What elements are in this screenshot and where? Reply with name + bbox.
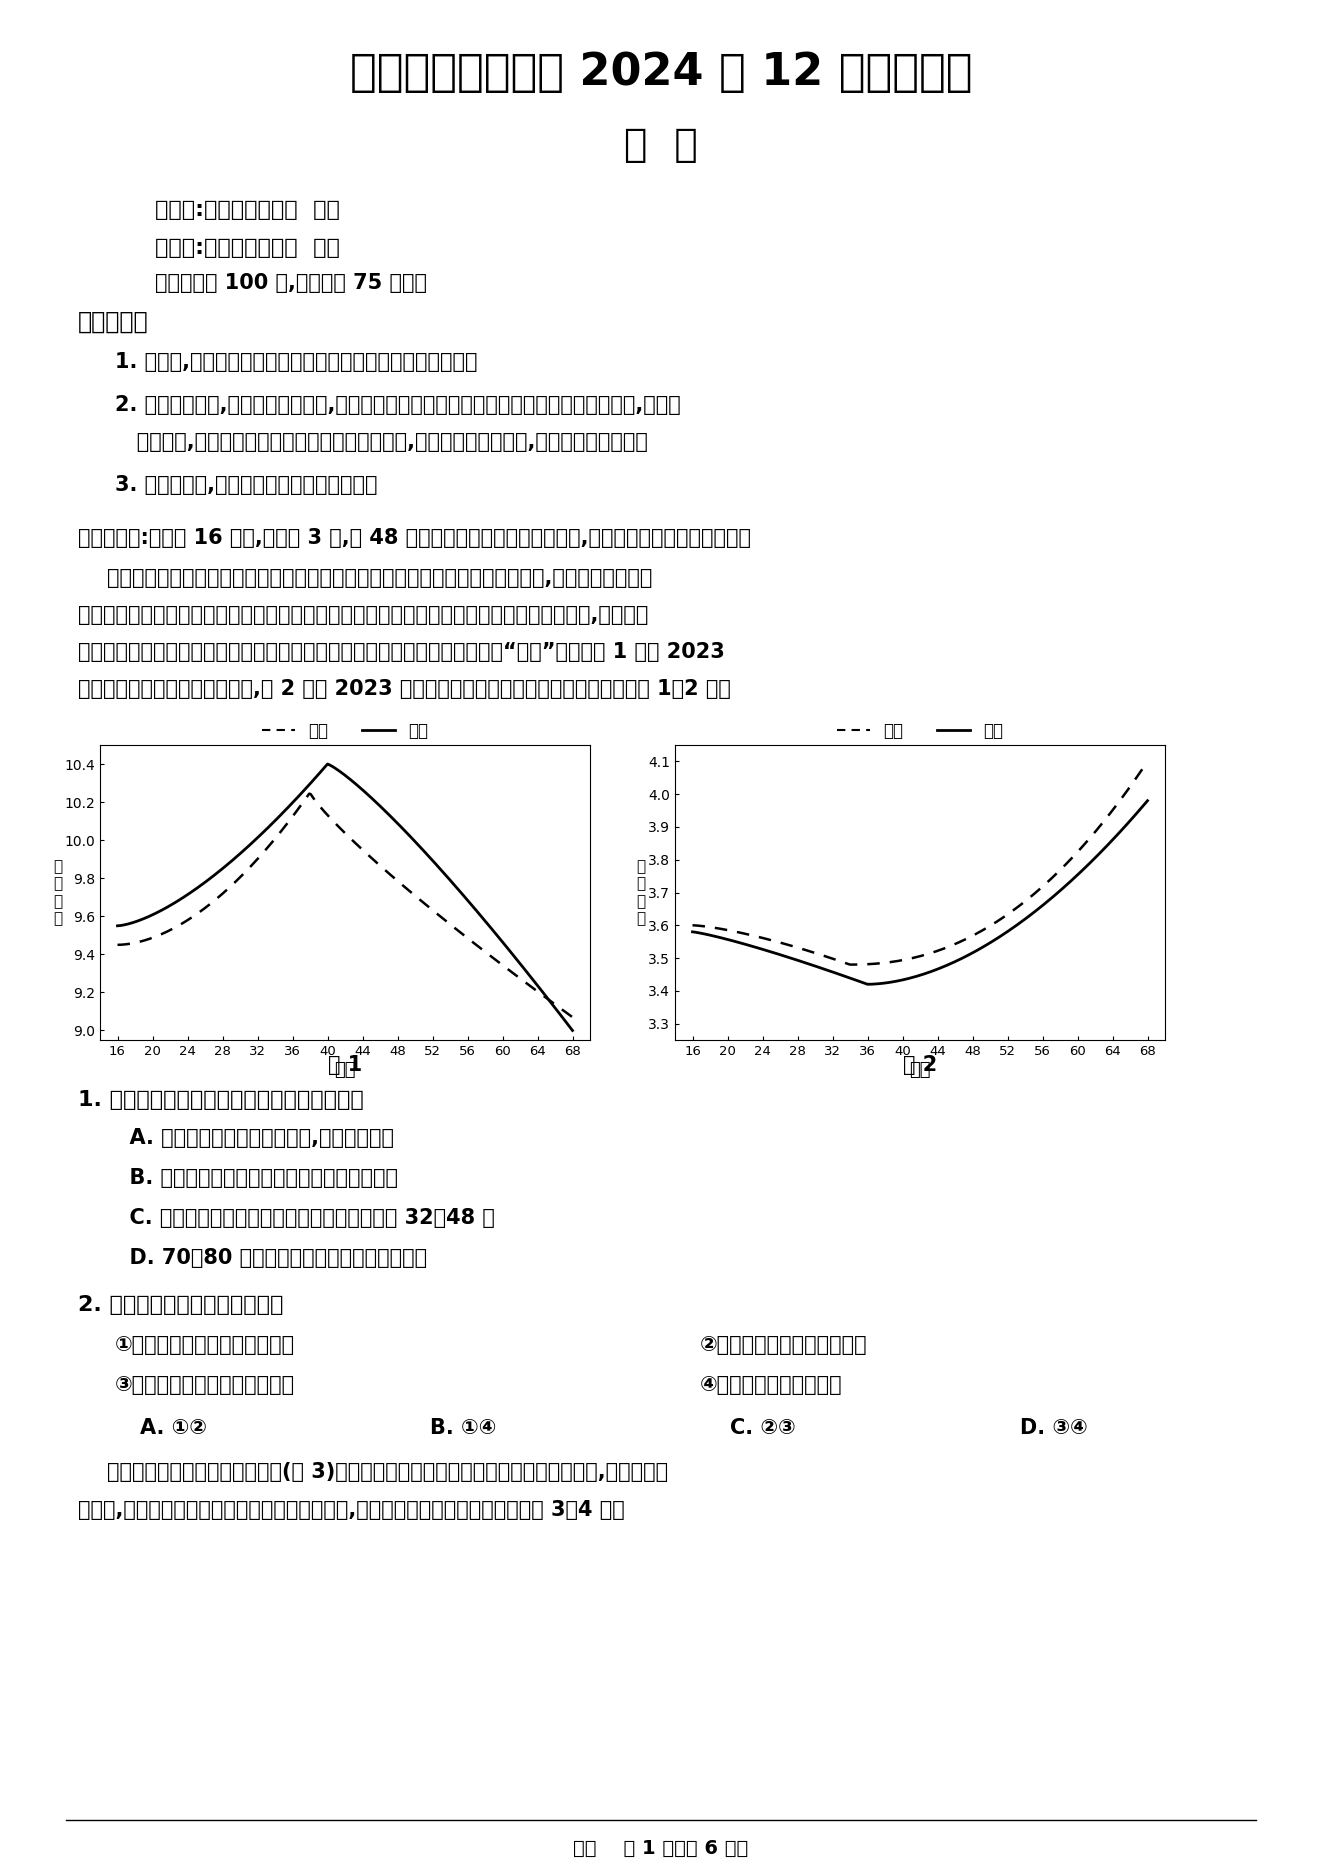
Text: 地  理: 地 理 xyxy=(624,125,698,164)
Text: ④推动乡村基础设施建设: ④推动乡村基础设施建设 xyxy=(701,1376,842,1394)
Text: C. 收入高、工作满意度低的劳动者年龄段约为 32～48 岁: C. 收入高、工作满意度低的劳动者年龄段约为 32～48 岁 xyxy=(115,1207,494,1228)
Text: 1. 答卷前,考生务必将自己的姓名、准考证号填写在答题卡上。: 1. 答卷前,考生务必将自己的姓名、准考证号填写在答题卡上。 xyxy=(115,351,477,372)
Text: 图 1: 图 1 xyxy=(328,1054,362,1075)
Legend: 农村, 城镇: 农村, 城镇 xyxy=(830,716,1010,746)
Text: ②大力发展城镇第二、三产业: ②大力发展城镇第二、三产业 xyxy=(701,1334,867,1355)
Text: A. ①②: A. ①② xyxy=(140,1419,206,1437)
Text: 1. 通过对比劳动者年龄效应的城乡差异可发现: 1. 通过对比劳动者年龄效应的城乡差异可发现 xyxy=(78,1090,364,1110)
Text: 图 2: 图 2 xyxy=(903,1054,937,1075)
Text: B. 城镇劳动者工资收入曲线随年龄变化更平缓: B. 城镇劳动者工资收入曲线随年龄变化更平缓 xyxy=(115,1168,398,1189)
Text: 注意事项：: 注意事项： xyxy=(78,310,148,335)
Y-axis label: 年
龄
效
应: 年 龄 效 应 xyxy=(637,860,645,927)
Text: 我国研发的牧草集装箱植物工厂(图 3)是利用集装箱建立的一个高效多层牧草生产空间,利用智能控: 我国研发的牧草集装箱植物工厂(图 3)是利用集装箱建立的一个高效多层牧草生产空间… xyxy=(78,1462,668,1482)
Text: B. ①④: B. ①④ xyxy=(430,1419,496,1437)
Text: D. ③④: D. ③④ xyxy=(1021,1419,1088,1437)
Text: 本试卷满分 100 分,考试时间 75 分钟。: 本试卷满分 100 分,考试时间 75 分钟。 xyxy=(155,273,427,293)
Text: 地理    第 1 页（共 6 页）: 地理 第 1 页（共 6 页） xyxy=(574,1839,748,1858)
Text: 一、选择题:本题共 16 小题,每小题 3 分,共 48 分。在每小题给出的四个选项中,只有一项是符合题目要求的。: 一、选择题:本题共 16 小题,每小题 3 分,共 48 分。在每小题给出的四个… xyxy=(78,529,751,548)
Text: 审题人:盘锦市高级中学  王翮: 审题人:盘锦市高级中学 王翮 xyxy=(155,237,340,258)
Text: 力合理、畅通、有序流动以及改善劳动力空间错配就成为中国经济提质增效的“破局”之机。图 1 示意 2023: 力合理、畅通、有序流动以及改善劳动力空间错配就成为中国经济提质增效的“破局”之机… xyxy=(78,641,724,662)
Text: 擦干净后,再选涂其他答案标号。回答非选择题时,将答案写在答题卡上,写在本试卷上无效。: 擦干净后,再选涂其他答案标号。回答非选择题时,将答案写在答题卡上,写在本试卷上无… xyxy=(115,432,648,452)
Legend: 农村, 城镇: 农村, 城镇 xyxy=(255,716,435,746)
Text: ③上调乡村劳动力最低工资标准: ③上调乡村劳动力最低工资标准 xyxy=(115,1376,295,1394)
Text: 3. 考试结束后,将本试卷和答题卡一并交回。: 3. 考试结束后,将本试卷和答题卡一并交回。 xyxy=(115,475,378,495)
Text: 东北三省精准教学 2024 年 12 月高三联考: 东北三省精准教学 2024 年 12 月高三联考 xyxy=(350,50,972,93)
Text: 2. 改善劳动力空间错配可以依靠: 2. 改善劳动力空间错配可以依靠 xyxy=(78,1295,283,1316)
Y-axis label: 年
龄
效
应: 年 龄 效 应 xyxy=(53,860,62,927)
Text: 年龄效应是劳动者在生命周期的不同年龄阶段表现出的不同思想观念和行为模式,在城乡中存在明显: 年龄效应是劳动者在生命周期的不同年龄阶段表现出的不同思想观念和行为模式,在城乡中… xyxy=(78,568,652,589)
X-axis label: 年龄: 年龄 xyxy=(910,1060,931,1078)
Text: C. ②③: C. ②③ xyxy=(730,1419,796,1437)
Text: 年工资收入年龄效应的城乡差异,图 2 示意 2023 年工作满意度年龄效应的城乡差异。据此完成 1～2 题。: 年工资收入年龄效应的城乡差异,图 2 示意 2023 年工作满意度年龄效应的城乡… xyxy=(78,678,731,699)
X-axis label: 年龄: 年龄 xyxy=(334,1060,356,1078)
Text: 差异。这种差异是造成城镇与农村劳动力空间错配的主要因素。在人口红利逐渐消失的背景下,推动劳动: 差异。这种差异是造成城镇与农村劳动力空间错配的主要因素。在人口红利逐渐消失的背景… xyxy=(78,606,648,624)
Text: 2. 回答选择题时,选出每小题答案后,用铅笔把答题卡上对应题目的答案标号涂黑。如需改动,用橡皮: 2. 回答选择题时,选出每小题答案后,用铅笔把答题卡上对应题目的答案标号涂黑。如… xyxy=(115,394,681,415)
Text: A. 农村劳动者工作满意度较低,工资收入较高: A. 农村劳动者工作满意度较低,工资收入较高 xyxy=(115,1129,394,1148)
Text: 制系统,达到温、光、湿、气、水、肥的精准控制,实现牧草周年快速生产。据此完成 3～4 题。: 制系统,达到温、光、湿、气、水、肥的精准控制,实现牧草周年快速生产。据此完成 3… xyxy=(78,1501,625,1519)
Text: ①提高城镇劳动力高等教育水平: ①提高城镇劳动力高等教育水平 xyxy=(115,1334,295,1355)
Text: 命题人:丹东市第二中学  佟磊: 命题人:丹东市第二中学 佟磊 xyxy=(155,200,340,221)
Text: D. 70、80 后劳动者年龄效应的城乡差异最小: D. 70、80 后劳动者年龄效应的城乡差异最小 xyxy=(115,1248,427,1267)
